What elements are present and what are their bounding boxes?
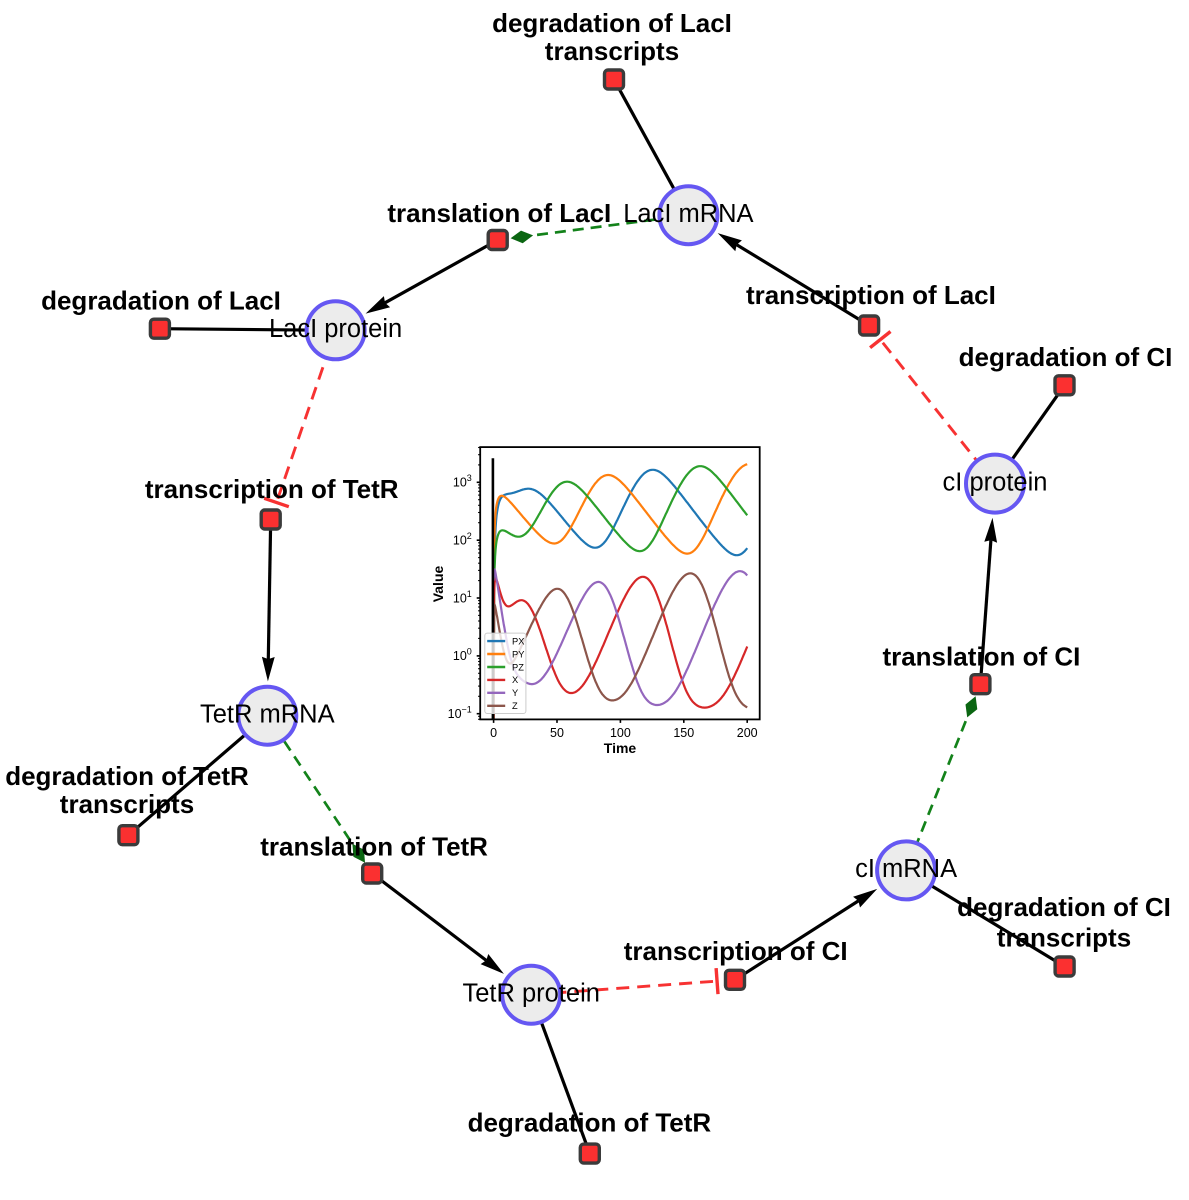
svg-text:Z: Z <box>512 701 518 711</box>
svg-text:degradation of CI: degradation of CI <box>959 342 1173 372</box>
svg-text:transcription of CI: transcription of CI <box>624 936 848 966</box>
svg-text:transcripts: transcripts <box>545 36 679 66</box>
svg-text:translation of TetR: translation of TetR <box>260 832 488 862</box>
svg-text:LacI protein: LacI protein <box>269 315 402 343</box>
svg-text:TetR mRNA: TetR mRNA <box>200 701 335 729</box>
svg-text:200: 200 <box>737 726 758 740</box>
svg-text:transcription of LacI: transcription of LacI <box>746 280 996 310</box>
svg-text:degradation of LacI: degradation of LacI <box>492 8 732 38</box>
svg-text:transcription of TetR: transcription of TetR <box>145 474 399 504</box>
svg-text:Time: Time <box>604 740 637 756</box>
svg-text:Value: Value <box>430 566 446 603</box>
svg-text:degradation of TetR: degradation of TetR <box>5 761 249 791</box>
svg-text:TetR protein: TetR protein <box>462 980 600 1008</box>
svg-text:degradation of TetR: degradation of TetR <box>468 1107 712 1137</box>
svg-text:PZ: PZ <box>512 662 524 672</box>
svg-text:transcripts: transcripts <box>997 923 1131 953</box>
svg-text:0: 0 <box>490 726 497 740</box>
svg-text:PX: PX <box>512 636 524 646</box>
svg-text:150: 150 <box>673 726 694 740</box>
svg-text:cI protein: cI protein <box>943 468 1048 496</box>
svg-text:translation of CI: translation of CI <box>882 641 1080 671</box>
svg-text:X: X <box>512 675 518 685</box>
svg-text:cI mRNA: cI mRNA <box>855 855 957 883</box>
svg-text:transcripts: transcripts <box>60 789 194 819</box>
svg-text:degradation of LacI: degradation of LacI <box>41 286 281 316</box>
svg-text:degradation of CI: degradation of CI <box>957 892 1171 922</box>
svg-text:PY: PY <box>512 649 524 659</box>
svg-text:LacI mRNA: LacI mRNA <box>623 200 753 228</box>
svg-text:100: 100 <box>610 726 631 740</box>
svg-text:50: 50 <box>550 726 564 740</box>
svg-text:Y: Y <box>512 688 518 698</box>
svg-text:translation of LacI: translation of LacI <box>387 198 611 228</box>
